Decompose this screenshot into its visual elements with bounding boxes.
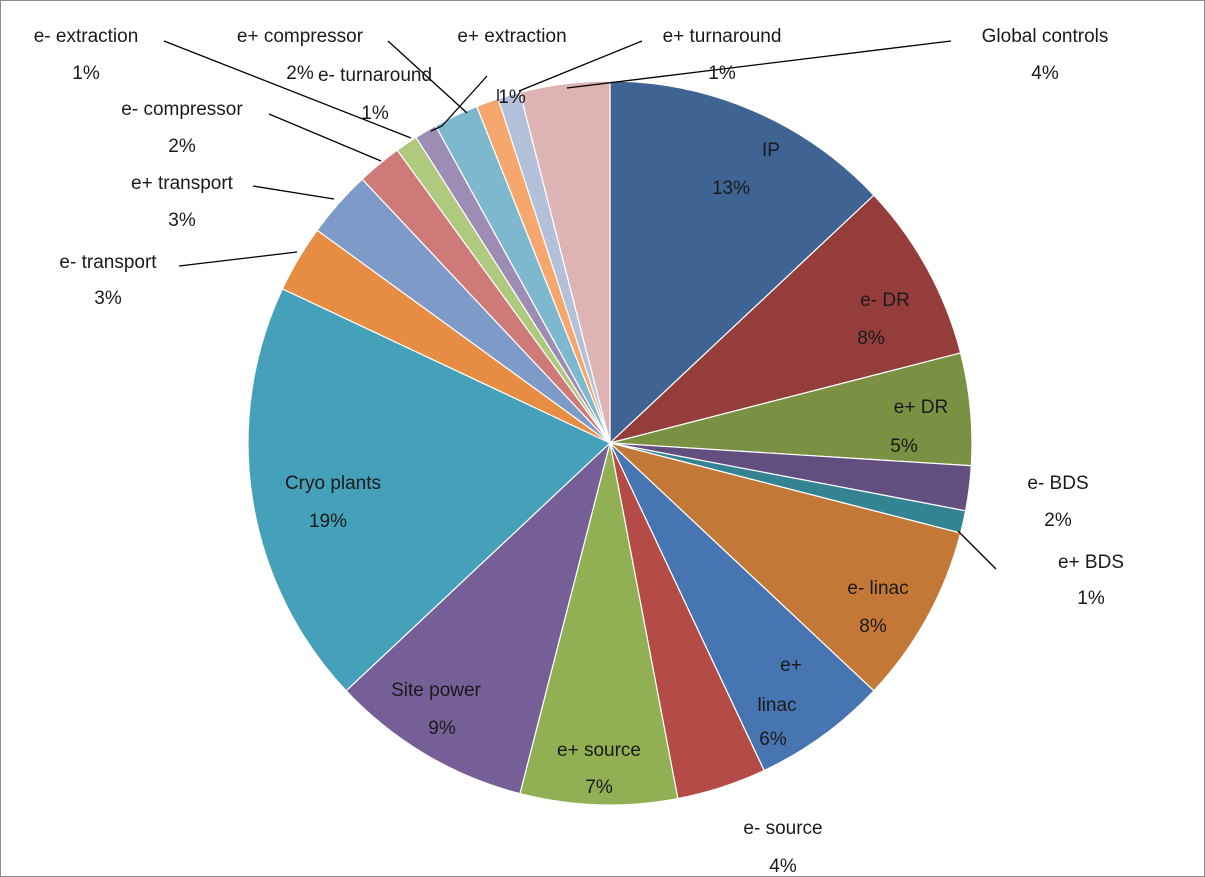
slice-value-eminus-turnaround: 1% xyxy=(361,103,389,124)
slice-label-eplus-compressor: e+ compressor xyxy=(237,26,364,47)
slice-value-eplus-turnaround: 1% xyxy=(708,63,736,84)
leader-line-global-controls xyxy=(566,40,952,89)
slice-value-eplus-linac: 6% xyxy=(759,729,787,750)
slice-label-eplus-dr: e+ DR xyxy=(894,397,948,418)
slice-value-eminus-transport: 3% xyxy=(94,288,122,309)
pie-slice-eminus-dr xyxy=(609,194,962,444)
leader-line-eminus-turnaround xyxy=(430,75,488,132)
slice-label-eminus-turnaround: e- turnaround xyxy=(318,65,432,86)
leader-line-eminus-transport xyxy=(178,251,298,267)
slice-label-eplus-linac: e+ xyxy=(780,655,802,676)
slice-label-eplus-linac-line2: linac xyxy=(757,695,796,716)
slice-value-ip: 13% xyxy=(712,178,750,199)
slice-label-eplus-source: e+ source xyxy=(557,740,641,761)
slice-value-eplus-bds: 1% xyxy=(1077,588,1105,609)
pie-slice-ip xyxy=(609,80,875,445)
pie-slice-eplus-source xyxy=(519,442,679,806)
slice-value-site-power: 9% xyxy=(428,718,456,739)
slice-value-eplus-source: 7% xyxy=(585,777,613,798)
slice-label-eminus-bds: e- BDS xyxy=(1027,473,1088,494)
leader-line-eplus-turnaround xyxy=(518,40,643,92)
slice-value-eminus-bds: 2% xyxy=(1044,510,1072,531)
pie-slices xyxy=(247,80,973,806)
slice-label-eminus-linac: e- linac xyxy=(847,578,908,599)
leader-line-eminus-compressor xyxy=(268,113,382,162)
pie-slice-cryo-plants xyxy=(247,288,612,692)
pie-slice-site-power xyxy=(345,441,612,795)
slice-label-eminus-extraction: e- extraction xyxy=(34,26,139,47)
slice-value-cryo-plants: 19% xyxy=(309,511,347,532)
pie-slice-eminus-linac xyxy=(609,442,962,692)
leader-line-eplus-transport xyxy=(252,185,335,200)
slice-label-eminus-dr: e- DR xyxy=(860,290,910,311)
slice-label-global-controls: Global controls xyxy=(982,26,1109,47)
slice-label-eplus-transport: e+ transport xyxy=(131,173,234,194)
slice-value-eplus-extraction: 1% xyxy=(498,87,526,108)
slice-label-eplus-turnaround: e+ turnaround xyxy=(663,26,782,47)
leader-lines xyxy=(163,40,997,570)
pie-slice-eplus-linac xyxy=(609,442,875,772)
pie-slice-global-controls xyxy=(519,80,611,444)
slice-label-cryo-plants: Cryo plants xyxy=(285,473,381,494)
slice-value-eminus-extraction: 1% xyxy=(72,63,100,84)
leader-line-eplus-bds xyxy=(957,530,997,570)
leader-line-eplus-compressor xyxy=(387,40,468,114)
leader-line-eminus-extraction xyxy=(163,40,412,139)
slice-value-global-controls: 4% xyxy=(1031,63,1059,84)
data-labels: IP 13% e- DR 8% e+ DR 5% e- BDS 2% e+ BDS 1% e- li… xyxy=(34,26,1124,876)
slice-value-eminus-compressor: 2% xyxy=(168,136,196,157)
slice-label-eminus-source: e- source xyxy=(743,818,822,839)
slice-label-site-power: Site power xyxy=(391,680,481,701)
slice-label-eplus-extraction: e+ extraction xyxy=(457,26,566,47)
slice-label-eminus-compressor: e- compressor xyxy=(121,99,243,120)
slice-label-ip: IP xyxy=(762,140,780,161)
slice-value-eminus-source: 4% xyxy=(769,856,797,876)
slice-value-eplus-compressor: 2% xyxy=(286,63,314,84)
slice-label-eplus-bds: e+ BDS xyxy=(1058,552,1124,573)
slice-value-eminus-dr: 8% xyxy=(857,328,885,349)
slice-label-eminus-transport: e- transport xyxy=(59,252,157,273)
slice-value-eplus-dr: 5% xyxy=(890,436,918,457)
slice-value-eminus-linac: 8% xyxy=(859,616,887,637)
slice-value-eplus-transport: 3% xyxy=(168,210,196,231)
